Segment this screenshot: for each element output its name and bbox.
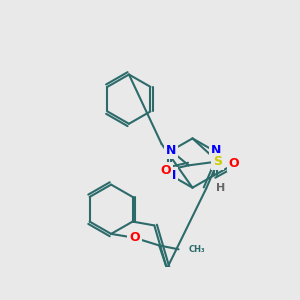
Text: O: O xyxy=(129,231,140,244)
Text: O: O xyxy=(229,157,239,170)
Text: O: O xyxy=(160,164,171,177)
Text: H: H xyxy=(216,184,225,194)
Text: N: N xyxy=(211,144,221,157)
Text: CH₃: CH₃ xyxy=(189,245,205,254)
Text: S: S xyxy=(213,155,222,168)
Text: N: N xyxy=(166,144,176,157)
Text: N: N xyxy=(166,169,176,182)
